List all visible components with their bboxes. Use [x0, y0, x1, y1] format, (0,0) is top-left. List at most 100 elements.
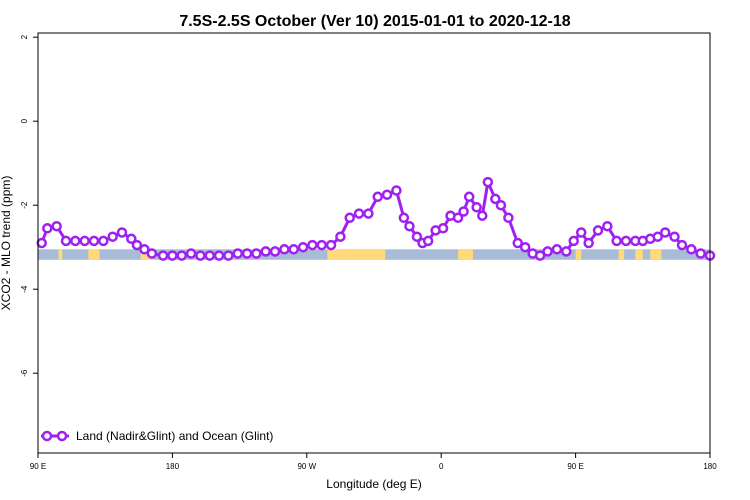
data-point: [344, 212, 355, 224]
x-tick-label: 180: [703, 462, 717, 471]
data-point: [458, 206, 469, 217]
legend-label: Land (Nadir&Glint) and Ocean (Glint): [76, 429, 273, 443]
data-point: [79, 235, 90, 247]
data-point: [686, 244, 697, 255]
land-segment: [327, 249, 386, 260]
data-point: [269, 246, 281, 257]
data-point: [139, 244, 150, 255]
data-point: [42, 223, 53, 234]
data-point: [542, 246, 553, 257]
data-point: [676, 239, 688, 251]
data-point: [372, 191, 383, 203]
x-axis: 90 E 180 90 W 0 90 E 180: [30, 453, 717, 471]
data-point: [176, 250, 187, 261]
data-point: [307, 239, 318, 251]
data-point: [620, 235, 632, 247]
data-point: [398, 212, 410, 224]
data-point: [204, 250, 215, 261]
land-segment: [88, 249, 100, 260]
data-point: [70, 235, 81, 247]
x-axis-label: Longitude (deg E): [326, 477, 421, 491]
data-point: [88, 235, 100, 247]
data-point: [519, 241, 531, 253]
data-point: [381, 189, 393, 200]
data-point: [592, 225, 604, 236]
data-point: [583, 237, 594, 249]
land-segment: [575, 249, 582, 260]
x-tick-label: 90 W: [297, 462, 316, 471]
data-point: [363, 208, 374, 219]
data-point: [490, 193, 501, 205]
plot-frame: [37, 32, 711, 454]
data-point: [316, 239, 327, 251]
data-point: [471, 202, 482, 213]
data-point: [495, 199, 507, 211]
y-axis: 2 0 -2 -4 -6: [20, 34, 38, 377]
data-point: [353, 208, 365, 219]
data-point: [669, 231, 680, 242]
data-point: [695, 248, 706, 259]
legend-marker-swatch: [56, 430, 68, 442]
data-point: [213, 250, 225, 261]
series-marker-layer: [36, 176, 716, 261]
land-segment: [618, 249, 625, 260]
data-point: [568, 235, 579, 247]
land-segment: [58, 249, 63, 260]
data-point: [60, 235, 72, 247]
y-axis-label: XCO2 - MLO trend (ppm): [0, 176, 13, 311]
data-point: [251, 248, 262, 259]
data-point: [260, 246, 271, 257]
x-tick-label: 180: [166, 462, 180, 471]
data-point: [241, 248, 253, 259]
data-point: [422, 235, 434, 247]
data-point: [411, 231, 423, 242]
land-segment: [458, 249, 473, 260]
data-point: [98, 235, 109, 247]
data-point: [157, 250, 169, 261]
x-tick-label: 90 E: [30, 462, 46, 471]
chart-title: 7.5S-2.5S October (Ver 10) 2015-01-01 to…: [179, 13, 570, 30]
data-point: [232, 248, 243, 259]
data-point: [391, 185, 402, 196]
data-point: [561, 246, 572, 257]
data-point: [482, 176, 494, 188]
data-point: [325, 239, 337, 251]
data-point: [652, 231, 663, 242]
data-point: [611, 235, 622, 247]
data-point: [36, 237, 47, 249]
data-point: [602, 220, 613, 232]
data-point: [223, 250, 234, 261]
data-point: [107, 231, 118, 242]
data-point: [404, 220, 415, 232]
data-point: [279, 244, 290, 255]
data-point: [437, 223, 449, 234]
legend-marker-swatch: [41, 430, 53, 442]
data-point: [512, 237, 523, 249]
data-point: [195, 250, 206, 261]
y-tick-label: -4: [20, 285, 29, 293]
data-point: [185, 248, 197, 259]
data-point: [551, 244, 563, 255]
data-point: [131, 239, 143, 251]
legend: Land (Nadir&Glint) and Ocean (Glint): [41, 429, 273, 443]
data-point: [477, 210, 488, 221]
data-point: [534, 250, 546, 261]
y-tick-label: 0: [20, 118, 29, 123]
y-tick-label: -2: [20, 201, 29, 209]
land-segment: [650, 249, 662, 260]
data-point: [146, 248, 158, 259]
x-tick-label: 0: [439, 462, 444, 471]
y-tick-label: -6: [20, 369, 29, 377]
y-tick-label: 2: [20, 34, 29, 39]
surface-band: [38, 249, 710, 260]
data-point: [575, 227, 587, 238]
x-tick-label: 90 E: [567, 462, 583, 471]
data-point: [288, 244, 299, 255]
data-point: [116, 227, 128, 238]
data-point: [51, 220, 62, 232]
data-point: [452, 212, 464, 224]
data-point: [659, 227, 671, 238]
data-point: [167, 250, 178, 261]
data-point: [335, 231, 346, 242]
